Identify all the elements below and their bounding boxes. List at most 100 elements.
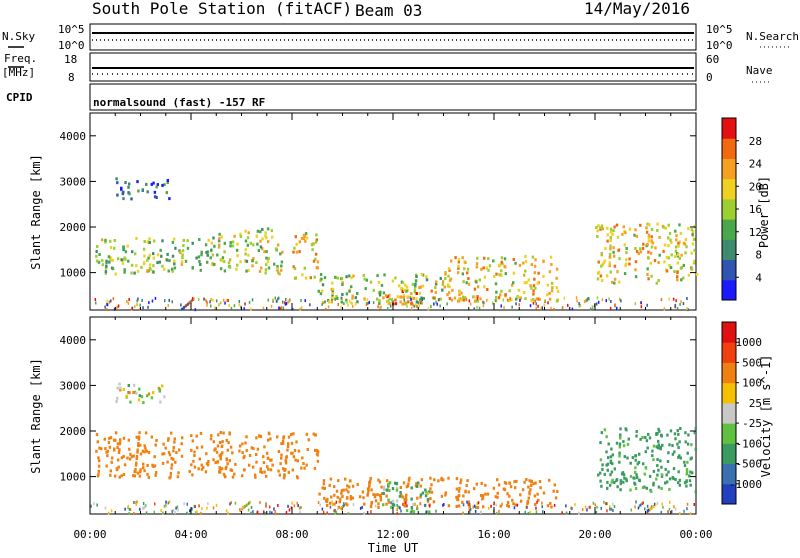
noise-left-bottom-tick: 10^0 — [58, 39, 85, 52]
echo-cell — [270, 458, 273, 462]
echo-cell — [315, 452, 319, 456]
echo-cell — [426, 491, 429, 495]
echo-cell — [609, 270, 612, 274]
echo-cell — [536, 281, 539, 285]
echo-cell — [361, 490, 365, 494]
echo-cell — [495, 272, 498, 276]
echo-cell — [303, 466, 306, 470]
echo-cell — [167, 269, 170, 273]
echo-cell — [459, 478, 463, 482]
echo-cell — [314, 448, 317, 452]
echo-cell — [156, 253, 160, 257]
echo-cell — [153, 190, 157, 194]
echo-cell — [469, 503, 471, 507]
echo-cell — [498, 483, 501, 487]
echo-cell — [652, 483, 655, 487]
echo-cell — [135, 461, 138, 465]
echo-cell — [402, 481, 406, 485]
echo-cell — [461, 256, 464, 260]
echo-cell — [303, 266, 306, 270]
echo-cell — [234, 462, 237, 466]
echo-cell — [104, 270, 108, 274]
echo-cell — [658, 429, 661, 433]
echo-cell — [529, 304, 532, 308]
echo-cell — [280, 306, 283, 310]
echo-cell — [415, 292, 418, 295]
echo-cell — [524, 269, 527, 273]
echo-cell — [673, 450, 676, 454]
echo-cell — [427, 307, 429, 311]
echo-cell — [523, 281, 526, 285]
echo-cell — [649, 251, 653, 255]
echo-cell — [650, 228, 654, 231]
echo-cell — [116, 446, 119, 449]
echo-cell — [641, 435, 644, 439]
colorbar-segment — [722, 118, 736, 139]
echo-cell — [424, 494, 428, 498]
echo-cell — [415, 297, 418, 301]
echo-cell — [125, 394, 128, 398]
echo-cell — [678, 483, 681, 487]
echo-cell — [279, 252, 282, 256]
echo-cell — [466, 271, 469, 275]
colorbar-tick-label: 4 — [755, 271, 762, 284]
echo-cell — [601, 467, 604, 471]
noise-panel: N.Sky 10^5 10^0 10^5 10^0 N.Search — [2, 23, 799, 52]
echo-cell — [163, 395, 166, 399]
echo-cell — [503, 481, 507, 485]
echo-cell — [606, 462, 610, 466]
echo-cell — [363, 502, 366, 506]
echo-cell — [293, 449, 297, 452]
echo-cell — [321, 303, 323, 306]
echo-cell — [508, 481, 511, 485]
echo-cell — [502, 298, 504, 302]
echo-cell — [325, 499, 328, 503]
echo-cell — [456, 498, 460, 502]
echo-cell — [104, 447, 107, 451]
echo-cell — [374, 493, 377, 497]
echo-cell — [348, 289, 351, 293]
echo-cell — [686, 297, 688, 300]
echo-cell — [300, 299, 302, 302]
echo-cell — [473, 287, 477, 291]
echo-cell — [305, 236, 309, 240]
echo-cell — [136, 471, 140, 475]
echo-cell — [200, 250, 203, 254]
echo-cell — [405, 501, 407, 505]
echo-cell — [218, 237, 221, 241]
echo-cell — [672, 467, 676, 471]
echo-cell — [199, 263, 202, 266]
echo-cell — [597, 271, 600, 275]
echo-cell — [597, 473, 600, 477]
echo-cell — [615, 223, 619, 227]
echo-cell — [206, 253, 209, 257]
echo-cell — [318, 492, 321, 496]
echo-cell — [119, 388, 122, 392]
echo-cell — [481, 494, 485, 498]
echo-cell — [667, 451, 670, 455]
echo-cell — [674, 437, 677, 441]
echo-cell — [418, 298, 422, 302]
echo-cell — [170, 457, 173, 460]
echo-cell — [533, 277, 536, 281]
echo-cell — [155, 196, 158, 199]
echo-cell — [209, 256, 212, 260]
echo-cell — [135, 501, 137, 505]
echo-cell — [389, 304, 392, 308]
echo-cell — [506, 504, 509, 507]
echo-cell — [292, 307, 294, 311]
echo-cell — [611, 478, 614, 482]
echo-cell — [154, 296, 157, 300]
echo-cell — [180, 260, 184, 264]
echo-cell — [504, 293, 507, 297]
echo-cell — [113, 246, 116, 250]
echo-cell — [101, 263, 104, 267]
echo-cell — [149, 263, 152, 267]
echo-cell — [300, 505, 302, 509]
echo-cell — [339, 506, 342, 510]
echo-cell — [369, 280, 373, 284]
colorbar-segment — [722, 158, 736, 180]
echo-cell — [280, 268, 283, 272]
echo-cell — [200, 253, 203, 257]
echo-cell — [619, 297, 621, 301]
